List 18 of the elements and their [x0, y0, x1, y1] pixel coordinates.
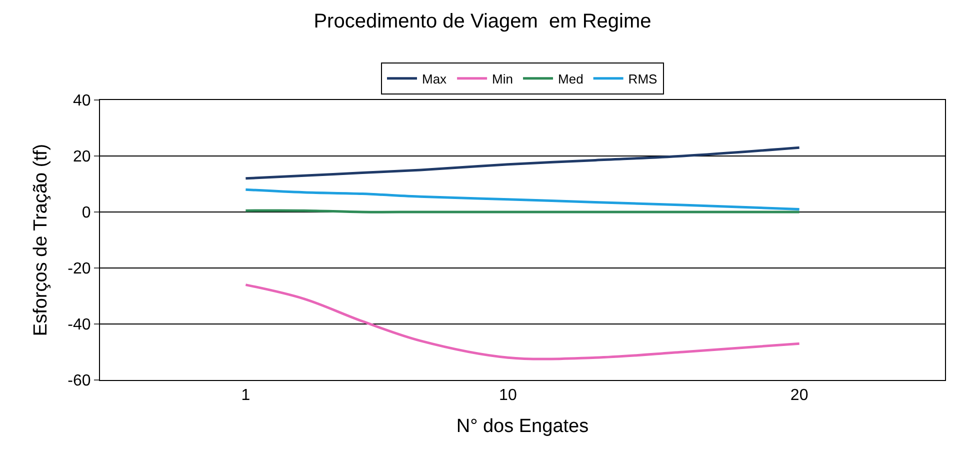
- x-tick-label: 1: [241, 387, 250, 404]
- chart-title: Procedimento de Viagem em Regime: [314, 10, 652, 32]
- line-series: [244, 146, 801, 180]
- legend-label: RMS: [628, 71, 658, 86]
- legend-label: Min: [492, 71, 514, 86]
- x-tick-label: 10: [499, 387, 517, 404]
- x-axis-title: N° dos Engates: [456, 416, 589, 437]
- y-tick-label: 40: [73, 92, 91, 110]
- x-tick-label: 20: [790, 387, 808, 404]
- y-tick-label: -20: [68, 260, 91, 278]
- y-tick-label: 0: [82, 204, 91, 222]
- y-axis-title: Esforços de Tração (tf): [30, 144, 52, 336]
- y-tick-label: -60: [68, 372, 91, 390]
- y-tick-label: -40: [68, 316, 91, 334]
- legend-label: Max: [422, 71, 448, 86]
- line-series: [244, 188, 801, 210]
- legend-label: Med: [558, 71, 584, 86]
- y-tick-label: 20: [73, 148, 91, 166]
